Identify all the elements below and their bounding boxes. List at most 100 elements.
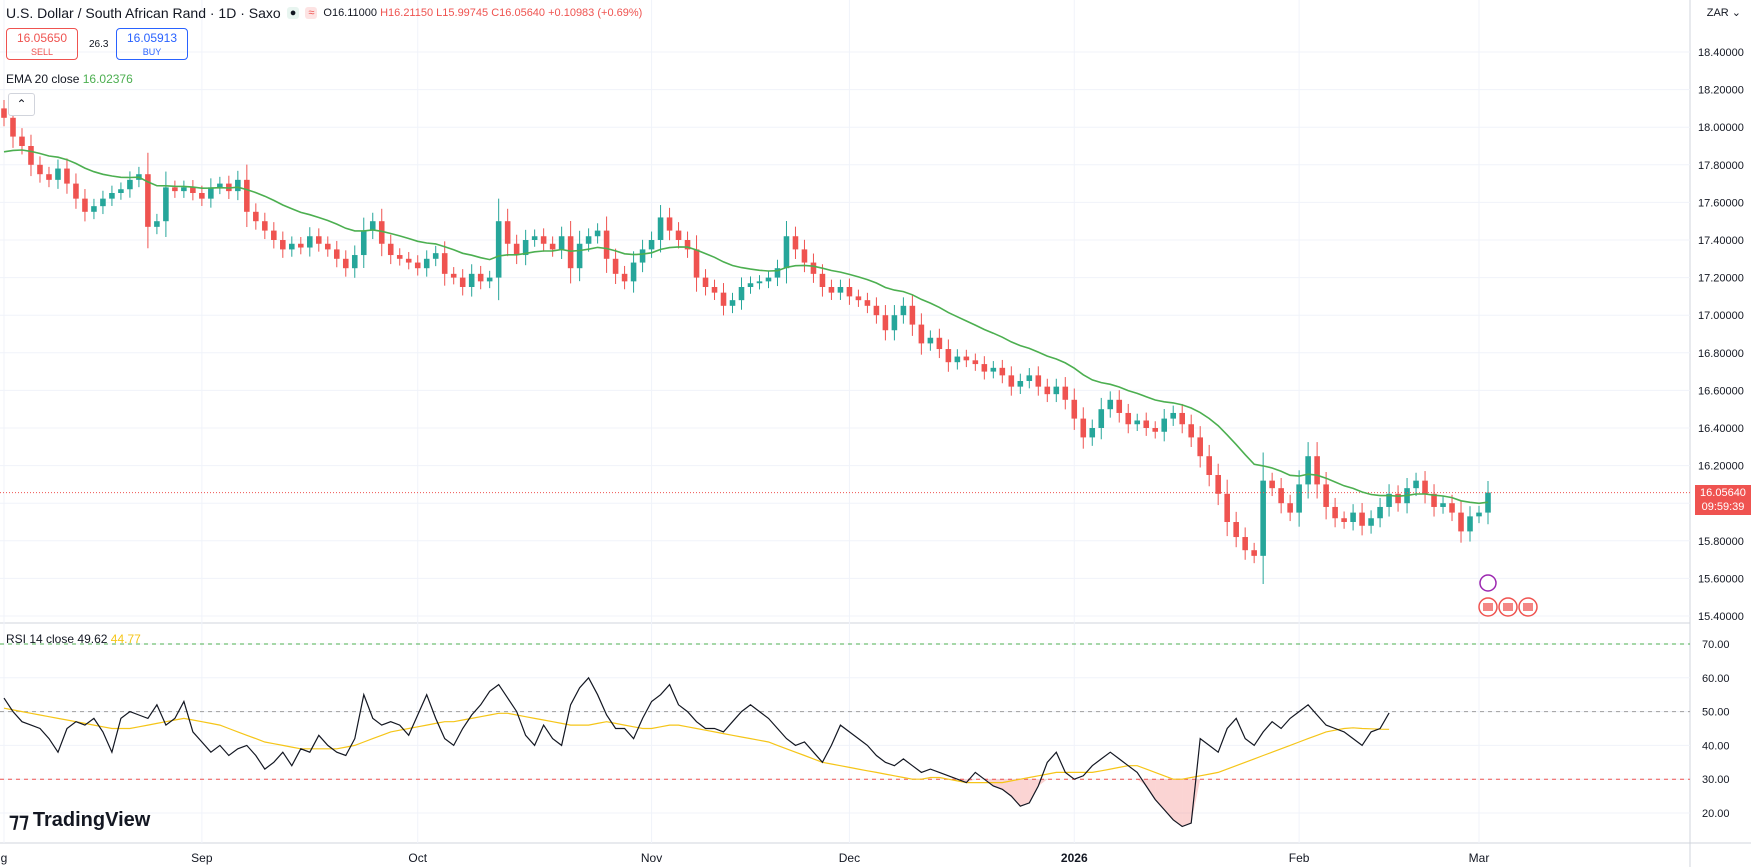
event-flag-stripes	[1483, 603, 1493, 611]
rsi-oversold-fill	[1011, 779, 1021, 807]
event-flash-icon	[1479, 574, 1497, 592]
candle-body	[64, 168, 70, 184]
candle-body	[1197, 437, 1203, 457]
candle-body	[999, 367, 1006, 376]
candle-body	[1224, 493, 1230, 522]
candle-body	[360, 230, 367, 256]
candle-body	[504, 221, 511, 244]
candle-body	[423, 258, 430, 269]
candle-body	[1422, 480, 1428, 494]
chart-type-badge[interactable]: ≈	[305, 7, 318, 19]
ohlc-values: O16.11000 H16.21150 L15.99745 C16.05640 …	[323, 7, 642, 19]
sell-label: SELL	[30, 47, 54, 57]
brand-name: TradingView	[32, 809, 151, 831]
candle-body	[513, 243, 520, 256]
candle-body	[1116, 399, 1123, 413]
candle-body	[1251, 550, 1257, 556]
rsi-oversold-fill	[1029, 779, 1039, 803]
candle-body	[91, 206, 97, 212]
rsi-legend[interactable]: RSI 14 close 49.62 44.77	[6, 632, 141, 646]
ema-label: EMA 20 close	[6, 72, 80, 86]
rsi-tick-label: 70.00	[1702, 639, 1730, 651]
candle-body	[936, 337, 943, 350]
candle-body	[837, 287, 844, 293]
ohlc-high: H16.21150	[380, 7, 434, 19]
candle-body	[1269, 480, 1275, 489]
rsi-oversold-fill	[1002, 779, 1012, 797]
candle-body	[819, 273, 826, 287]
candle-body	[792, 236, 799, 250]
event-flag-stripes	[1523, 603, 1533, 611]
market-status-badge[interactable]: ●	[286, 7, 300, 19]
rsi-value: 49.62	[77, 632, 108, 646]
rsi-tick-label: 60.00	[1702, 673, 1730, 685]
candle-body	[271, 230, 277, 240]
candle-body	[1431, 493, 1437, 507]
buy-price: 16.05913	[126, 31, 178, 45]
candle-body	[1179, 412, 1185, 425]
buy-button[interactable]: 16.05913 BUY	[116, 28, 188, 60]
candle-body	[810, 262, 817, 274]
candle-body	[324, 243, 331, 250]
candle-body	[981, 364, 988, 372]
candle-body	[1161, 418, 1168, 432]
candle-body	[990, 367, 997, 372]
rsi-tick-label: 40.00	[1702, 740, 1730, 752]
candle-body	[693, 249, 700, 278]
candle-body	[253, 211, 259, 222]
candle-body	[774, 268, 781, 278]
candle-body	[459, 277, 466, 287]
candle-body	[612, 258, 619, 274]
rsi-oversold-fill	[1020, 779, 1030, 807]
candle-body	[1332, 506, 1338, 519]
time-tick-label: g	[1, 851, 8, 865]
candle-body	[522, 240, 529, 256]
candle-body	[468, 273, 475, 287]
candle-body	[1, 108, 7, 118]
candle-body	[801, 249, 808, 263]
ohlc-close: C16.05640	[491, 7, 546, 19]
candle-body	[28, 146, 34, 165]
candle-body	[1233, 522, 1239, 538]
candle-body	[145, 174, 151, 227]
price-tick-label: 17.60000	[1698, 197, 1744, 209]
candle-body	[154, 221, 160, 227]
rsi-oversold-fill	[1164, 779, 1174, 820]
ema-legend[interactable]: EMA 20 close 16.02376	[6, 72, 133, 86]
candle-body	[432, 253, 439, 259]
candle-body	[900, 305, 907, 316]
candle-body	[1350, 512, 1356, 522]
countdown-timer: 09:59:39	[1701, 500, 1745, 513]
event-markers[interactable]	[1478, 574, 1538, 617]
price-tick-label: 16.40000	[1698, 423, 1744, 435]
candle-body	[19, 136, 25, 146]
candle-body	[172, 187, 178, 192]
time-tick-label: Nov	[641, 851, 662, 865]
candle-body	[603, 230, 610, 259]
collapse-legend-button[interactable]: ⌃	[8, 93, 35, 116]
candle-body	[918, 324, 925, 344]
candle-body	[684, 240, 691, 250]
sell-button[interactable]: 16.05650 SELL	[6, 28, 78, 60]
price-tick-label: 17.80000	[1698, 160, 1744, 172]
ema-series	[3, 149, 1489, 505]
candle-body	[1143, 420, 1150, 428]
symbol-title[interactable]: U.S. Dollar / South African Rand · 1D · …	[6, 5, 281, 21]
price-tick-label: 16.20000	[1698, 461, 1744, 473]
rsi-oversold-fill	[1137, 779, 1147, 786]
candle-body	[963, 356, 970, 361]
time-tick-label: Mar	[1469, 851, 1490, 865]
candle-body	[864, 300, 871, 306]
candle-body	[1008, 375, 1015, 387]
time-tick-label: Oct	[408, 851, 427, 865]
spread-value: 26.3	[89, 39, 109, 50]
price-tick-label: 16.80000	[1698, 348, 1744, 360]
currency-selector[interactable]: ZAR ⌄	[1706, 7, 1741, 19]
candle-body	[486, 277, 493, 282]
candle-body	[747, 283, 754, 287]
candle-body	[1287, 503, 1293, 513]
candle-body	[729, 300, 736, 306]
candle-body	[378, 221, 385, 244]
candle-body	[567, 236, 574, 269]
